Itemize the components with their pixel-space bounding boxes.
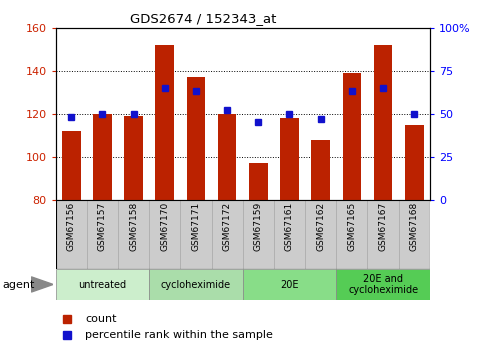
- Bar: [336, 200, 368, 269]
- Bar: [305, 200, 336, 269]
- Bar: [342, 73, 361, 200]
- Bar: [124, 116, 143, 200]
- Bar: [56, 200, 87, 269]
- Text: GSM67172: GSM67172: [223, 202, 232, 251]
- Bar: [218, 114, 237, 200]
- Text: GSM67159: GSM67159: [254, 202, 263, 252]
- Text: GSM67162: GSM67162: [316, 202, 325, 251]
- Bar: [368, 200, 398, 269]
- Text: GSM67158: GSM67158: [129, 202, 138, 252]
- Bar: [186, 77, 205, 200]
- Text: GSM67161: GSM67161: [285, 202, 294, 252]
- Bar: [62, 131, 81, 200]
- Bar: [180, 200, 212, 269]
- Text: GSM67168: GSM67168: [410, 202, 419, 252]
- Text: GSM67170: GSM67170: [160, 202, 169, 252]
- Bar: [242, 200, 274, 269]
- Text: GSM67157: GSM67157: [98, 202, 107, 252]
- Bar: [274, 200, 305, 269]
- Bar: [312, 140, 330, 200]
- Bar: [87, 200, 118, 269]
- Bar: [156, 45, 174, 200]
- Text: GSM67156: GSM67156: [67, 202, 76, 252]
- Bar: [56, 269, 149, 300]
- Bar: [336, 269, 430, 300]
- Text: GSM67167: GSM67167: [379, 202, 387, 252]
- Text: percentile rank within the sample: percentile rank within the sample: [85, 330, 273, 340]
- Text: GSM67171: GSM67171: [191, 202, 200, 252]
- Bar: [242, 269, 336, 300]
- Bar: [149, 269, 242, 300]
- Text: cycloheximide: cycloheximide: [161, 280, 231, 289]
- Bar: [118, 200, 149, 269]
- Text: agent: agent: [2, 280, 35, 289]
- Bar: [149, 200, 180, 269]
- Bar: [280, 118, 299, 200]
- Polygon shape: [31, 277, 53, 292]
- Bar: [93, 114, 112, 200]
- Bar: [405, 125, 424, 200]
- Text: 20E: 20E: [280, 280, 299, 289]
- Bar: [398, 200, 430, 269]
- Text: 20E and
cycloheximide: 20E and cycloheximide: [348, 274, 418, 295]
- Text: GDS2674 / 152343_at: GDS2674 / 152343_at: [129, 12, 276, 25]
- Bar: [212, 200, 242, 269]
- Text: untreated: untreated: [78, 280, 127, 289]
- Text: count: count: [85, 314, 117, 324]
- Bar: [249, 164, 268, 200]
- Bar: [374, 45, 392, 200]
- Text: GSM67165: GSM67165: [347, 202, 356, 252]
